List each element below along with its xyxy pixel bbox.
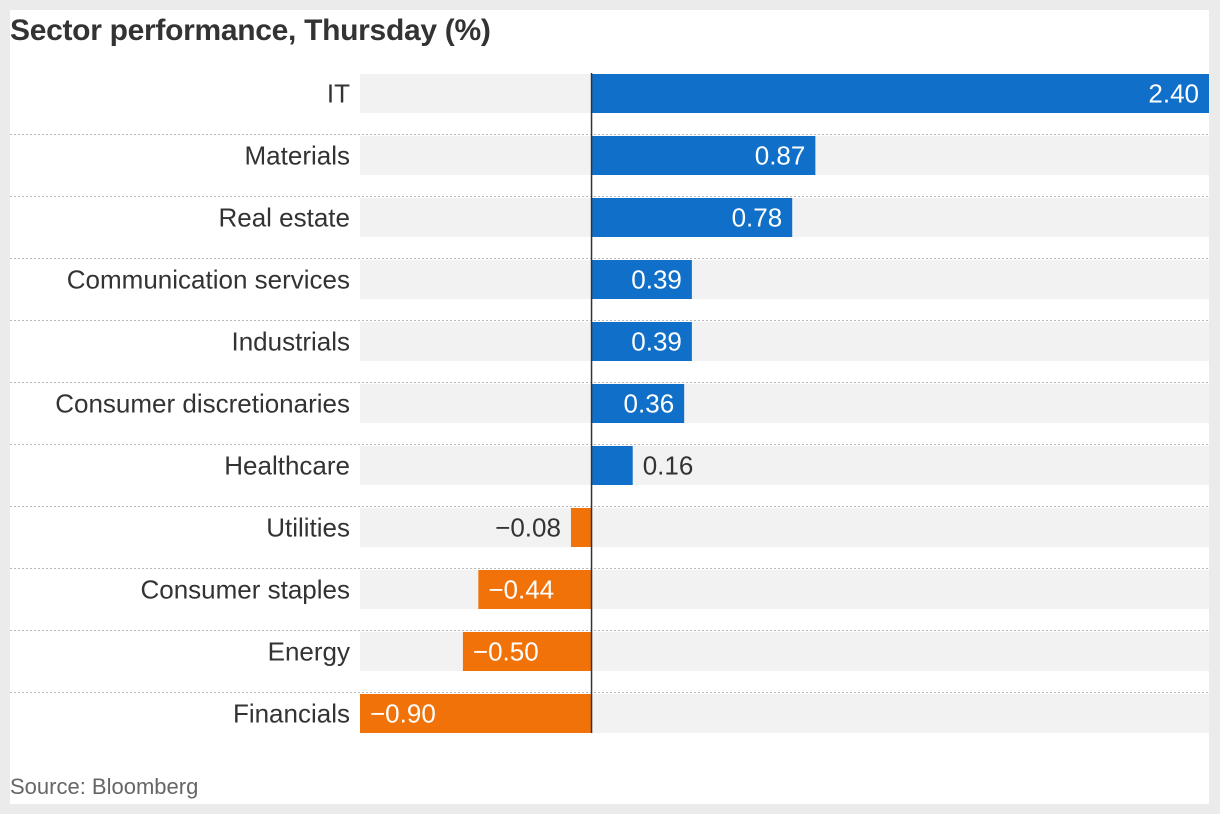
category-label: Consumer staples [140,575,350,605]
bar [462,632,592,671]
bar [591,384,685,423]
bar-track [360,322,1209,361]
source-note: Source: Bloomberg [10,774,199,799]
value-label: −0.50 [473,637,539,667]
category-label: Energy [268,637,350,667]
value-label: 2.40 [1148,79,1199,109]
category-label: Financials [233,699,350,729]
bar [591,74,1209,113]
value-label: 0.36 [624,389,675,419]
value-label: 0.78 [732,203,783,233]
bar-track [360,446,1209,485]
bar-track [360,260,1209,299]
bar [591,198,793,237]
value-label: 0.87 [755,141,806,171]
chart-title: Sector performance, Thursday (%) [10,14,491,47]
bar-chart: IT 2.40 Materials 0.87 Real estate 0.78 Commun… [10,73,1209,733]
value-label: −0.90 [370,699,436,729]
category-label: Communication services [67,265,350,295]
category-label: Healthcare [224,451,350,481]
category-label: Materials [245,141,350,171]
category-label: IT [327,79,350,109]
bar-track [360,508,1209,547]
value-label: −0.08 [495,513,561,543]
category-label: Utilities [266,513,350,543]
bar [591,260,692,299]
category-label: Consumer discretionaries [55,389,350,419]
bar-track [360,384,1209,423]
category-label: Real estate [218,203,350,233]
value-label: 0.16 [643,451,694,481]
value-label: −0.44 [488,575,554,605]
bar [591,322,692,361]
bar [360,694,592,733]
value-label: 0.39 [631,327,682,357]
bar [570,508,592,547]
bar [478,570,592,609]
bar [591,446,633,485]
chart-card: Sector performance, Thursday (%) IT 2.40 M… [10,10,1209,804]
value-label: 0.39 [631,265,682,295]
category-label: Industrials [232,327,351,357]
bar [591,136,816,175]
